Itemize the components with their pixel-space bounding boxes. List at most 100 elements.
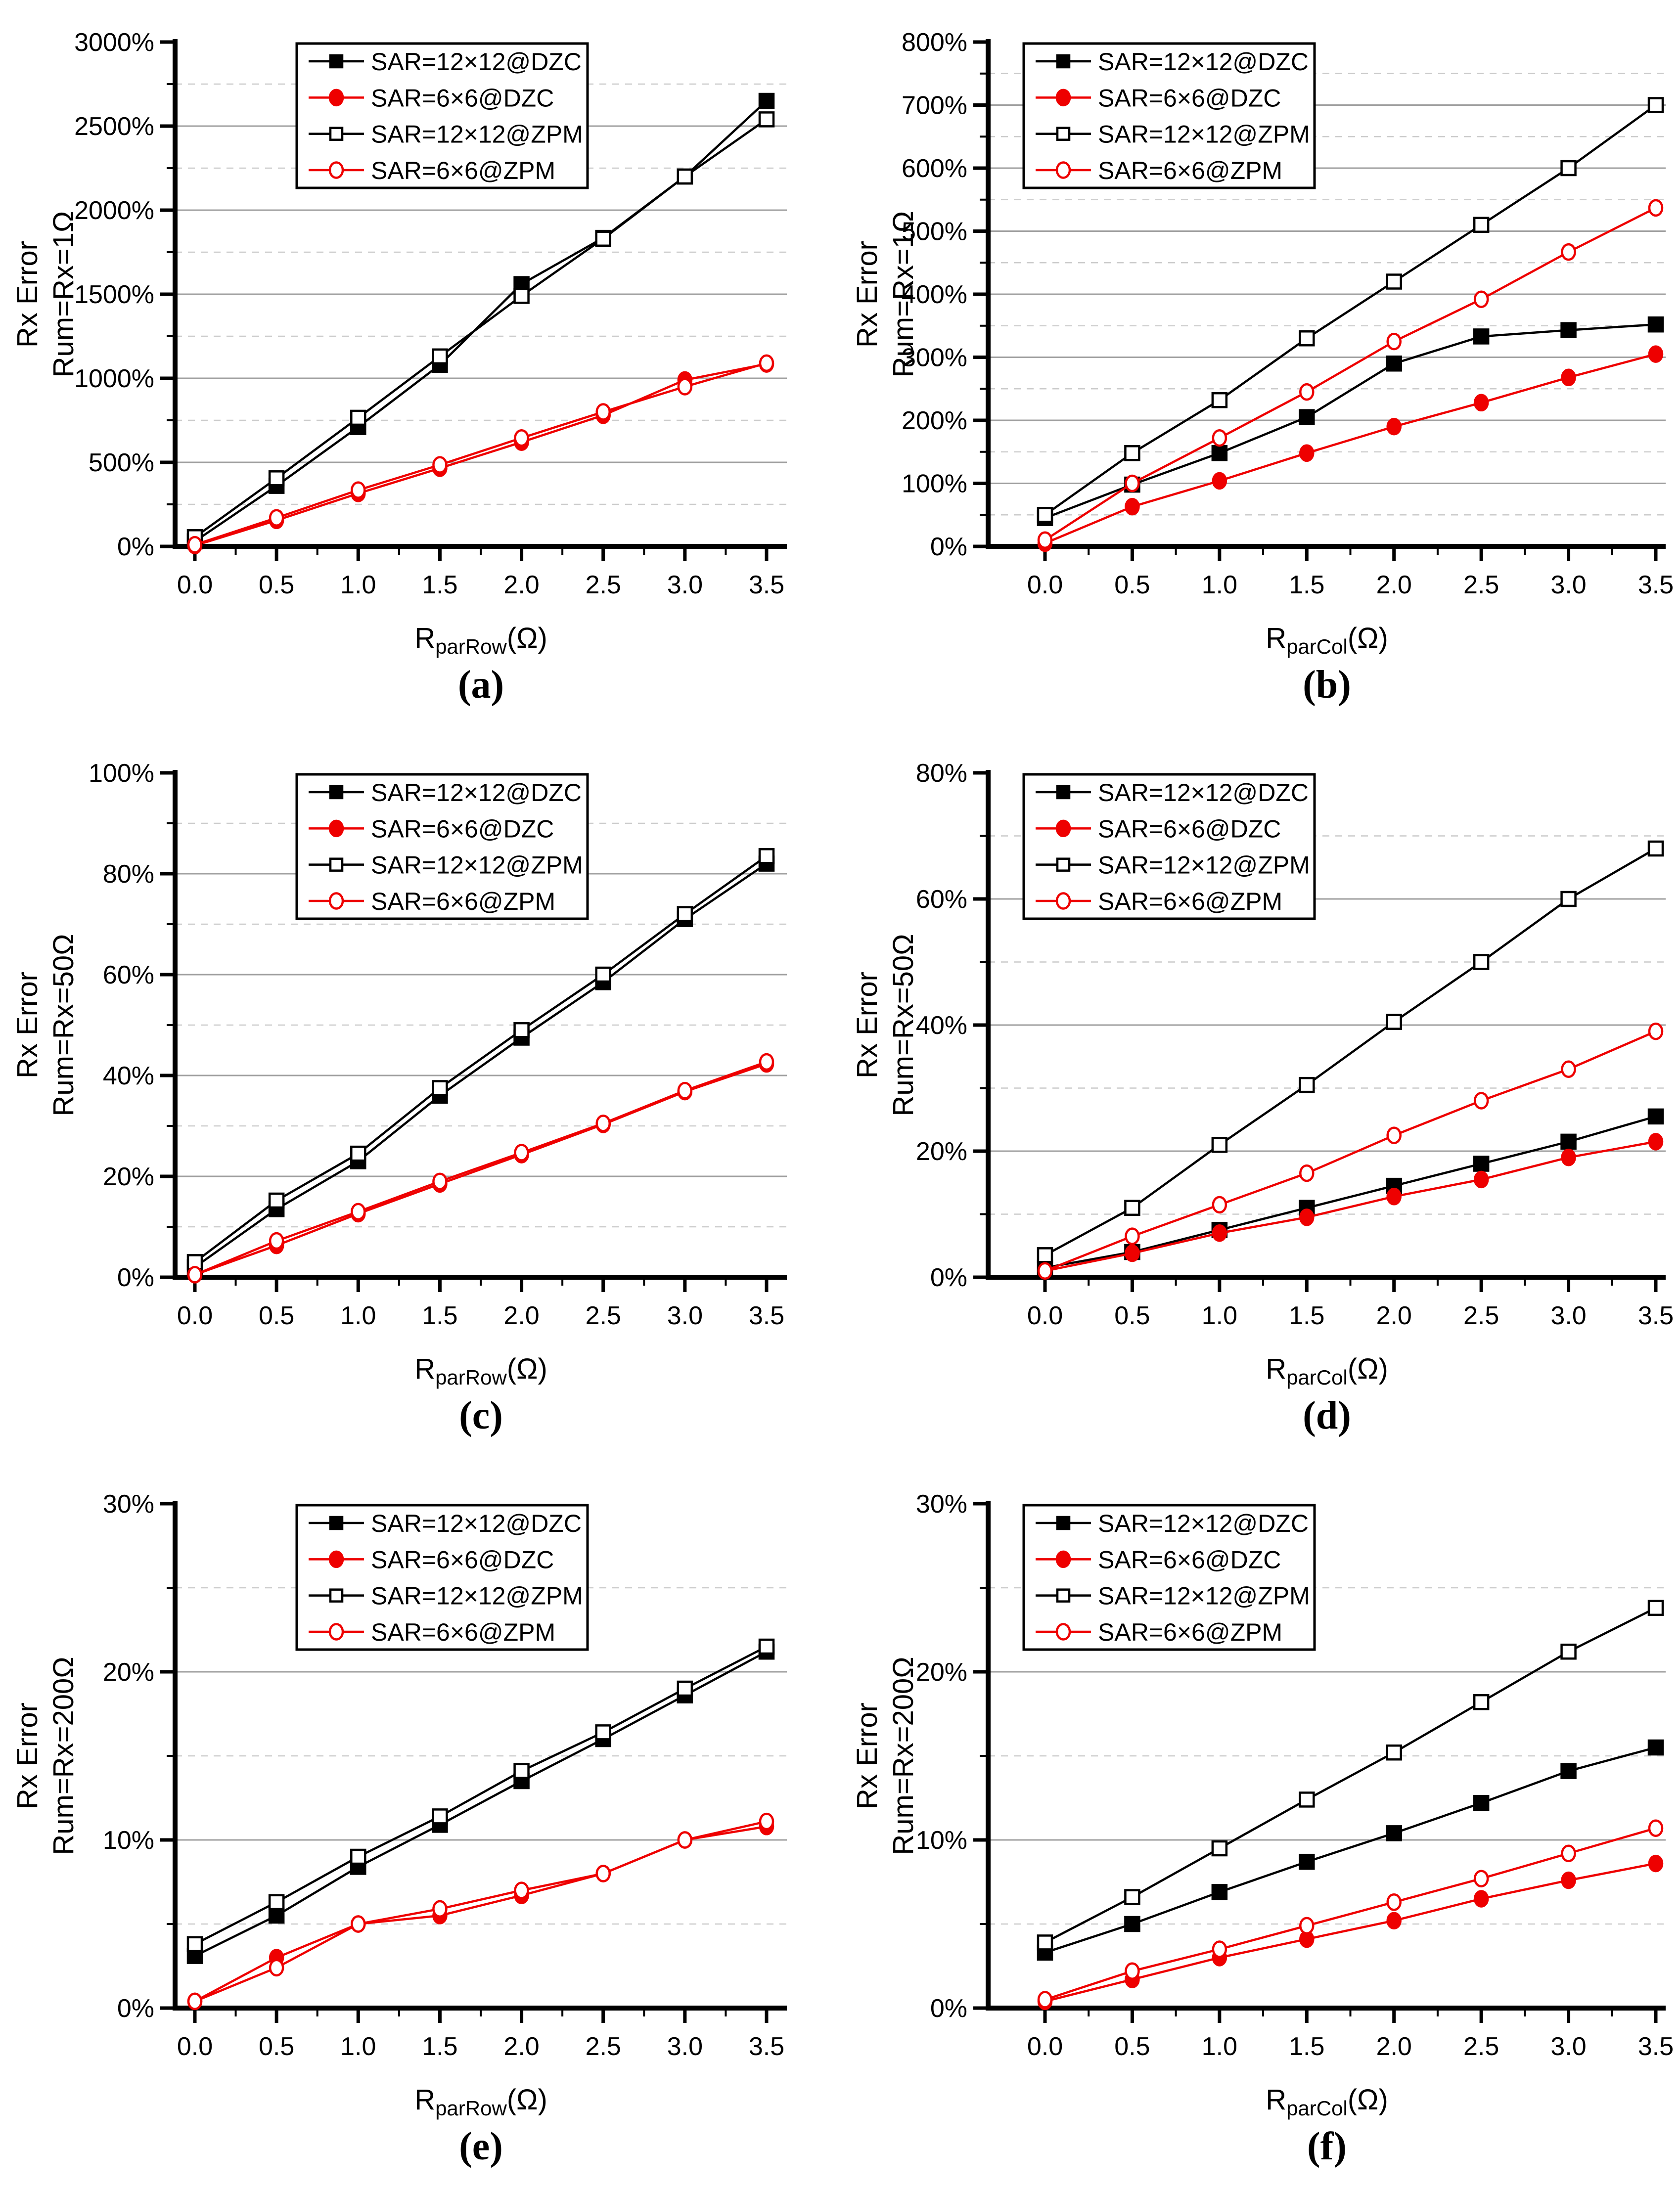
filled-square-marker	[329, 54, 344, 69]
filled-square-marker	[1299, 1853, 1315, 1870]
gridlines	[988, 1587, 1666, 1925]
y-axis-label-line2: Rum=Rx=50Ω	[887, 934, 919, 1117]
y-axis-label-line1: Rx Error	[851, 972, 883, 1078]
y-tick-label: 300%	[902, 344, 967, 372]
legend-label: SAR=12×12@DZC	[1098, 779, 1309, 806]
legend-label: SAR=6×6@ZPM	[371, 157, 555, 184]
open-circle-marker	[1561, 243, 1576, 261]
x-tick-label: 3.0	[1550, 571, 1586, 599]
y-tick-label: 20%	[103, 1163, 154, 1191]
legend: SAR=12×12@DZC SAR=6×6@DZC SAR=12×12@ZPM SAR…	[1022, 1504, 1316, 1651]
open-circle-marker	[187, 1266, 203, 1284]
axes: 0% 20% 40% 60% 80% 100% 0.0 0.5 1.0 1.5 2.0 2.5 3.0 3…	[11, 759, 787, 1389]
x-axis-label: RparCol(Ω)	[1266, 2084, 1388, 2120]
open-square-marker	[677, 906, 693, 922]
open-circle-marker	[187, 536, 203, 554]
open-circle-marker	[1055, 161, 1071, 179]
filled-square-marker	[329, 1516, 344, 1530]
series-line	[1044, 323, 1656, 519]
x-tick-label: 1.0	[1202, 1301, 1237, 1330]
series-sar-12-12-zpm	[1037, 840, 1664, 1263]
filled-circle-marker	[1055, 1550, 1071, 1568]
series-sar-6-6-dzc	[1037, 1854, 1664, 2011]
filled-circle-marker	[1299, 1208, 1315, 1226]
legend: SAR=12×12@DZC SAR=6×6@DZC SAR=12×12@ZPM SAR…	[295, 773, 589, 920]
x-tick-label: 2.5	[586, 571, 621, 599]
series-sar-12-12-dzc	[1037, 316, 1664, 526]
y-tick-label: 2500%	[74, 112, 154, 141]
legend-label: SAR=6×6@ZPM	[1098, 157, 1282, 184]
caption-e: (e)	[459, 2125, 503, 2168]
open-circle-marker	[1299, 1164, 1315, 1182]
y-tick-label: 1000%	[74, 364, 154, 393]
open-square-marker	[1124, 1200, 1140, 1216]
series-sar-6-6-dzc	[1037, 1133, 1664, 1280]
open-square-marker	[513, 1763, 530, 1779]
x-tick-label: 1.0	[340, 571, 376, 599]
y-axis-label-line2: Rum=Rx=1Ω	[887, 211, 919, 378]
open-circle-marker	[1648, 1023, 1664, 1040]
open-square-marker	[1299, 1076, 1315, 1093]
open-square-marker	[432, 348, 448, 365]
series-line	[194, 362, 767, 547]
y-axis-label-line1: Rx Error	[11, 972, 44, 1078]
legend-label: SAR=6×6@ZPM	[371, 888, 555, 915]
open-square-marker	[595, 966, 611, 983]
filled-circle-marker	[1473, 1170, 1489, 1189]
x-tick-label: 3.0	[667, 571, 703, 599]
filled-circle-marker	[1648, 1133, 1664, 1151]
open-circle-marker	[677, 378, 693, 396]
x-tick-label: 0.0	[177, 571, 213, 599]
y-axis-label-line1: Rx Error	[851, 1702, 883, 1809]
open-circle-marker	[1648, 1819, 1664, 1837]
legend-label: SAR=12×12@DZC	[371, 48, 582, 76]
y-tick-label: 100%	[89, 759, 154, 788]
y-tick-label: 2000%	[74, 196, 154, 225]
y-axis-label-line1: Rx Error	[11, 1702, 44, 1809]
y-tick-label: 0%	[117, 533, 154, 561]
open-circle-marker	[269, 1232, 284, 1250]
filled-circle-marker	[1055, 819, 1071, 838]
filled-square-marker	[1473, 1156, 1490, 1172]
filled-square-marker	[329, 785, 344, 800]
open-circle-marker	[1037, 1991, 1053, 2009]
x-tick-label: 3.0	[1550, 1301, 1586, 1330]
x-tick-label: 2.5	[586, 2032, 621, 2061]
open-square-marker	[1386, 273, 1402, 290]
open-circle-marker	[1299, 1917, 1315, 1935]
series-sar-12-12-zpm	[186, 111, 775, 545]
x-tick-label: 0.5	[1114, 571, 1150, 599]
filled-circle-marker	[1386, 418, 1402, 436]
chart-panel-d: 0% 20% 40% 60% 80% 0.0 0.5 1.0 1.5 2.0 2.5 3.0 3.5 Rp…	[840, 731, 1680, 1462]
open-circle-marker	[432, 456, 448, 474]
y-tick-label: 800%	[902, 28, 967, 57]
open-square-marker	[329, 127, 344, 141]
y-tick-label: 3000%	[74, 28, 154, 57]
open-square-marker	[1560, 891, 1577, 907]
x-tick-label: 0.0	[1027, 571, 1063, 599]
series-sar-6-6-zpm	[1037, 1819, 1664, 2009]
open-circle-marker	[595, 403, 611, 421]
open-square-marker	[1299, 1791, 1315, 1808]
x-tick-label: 0.0	[177, 2032, 213, 2061]
legend-label: SAR=12×12@ZPM	[1098, 851, 1310, 879]
x-axis-label: RparRow(Ω)	[414, 1353, 547, 1389]
x-tick-label: 0.5	[259, 571, 294, 599]
legend-label: SAR=6×6@DZC	[1098, 1546, 1281, 1573]
series-sar-6-6-zpm	[187, 354, 774, 554]
open-square-marker	[329, 857, 344, 872]
open-circle-marker	[1473, 290, 1489, 308]
open-square-marker	[1386, 1014, 1402, 1030]
series-sar-6-6-zpm	[187, 1812, 774, 2011]
x-tick-label: 0.5	[1114, 2032, 1150, 2061]
filled-circle-marker	[1212, 1224, 1227, 1242]
open-circle-marker	[1473, 1870, 1489, 1887]
y-axis-label-line1: Rx Error	[851, 241, 883, 348]
open-circle-marker	[677, 1081, 693, 1100]
open-circle-marker	[1561, 1844, 1576, 1862]
filled-square-marker	[1473, 328, 1490, 345]
filled-square-marker	[1560, 1763, 1577, 1779]
x-tick-label: 1.0	[1202, 571, 1237, 599]
y-tick-label: 40%	[103, 1062, 154, 1090]
x-axis-label: RparRow(Ω)	[414, 622, 547, 658]
